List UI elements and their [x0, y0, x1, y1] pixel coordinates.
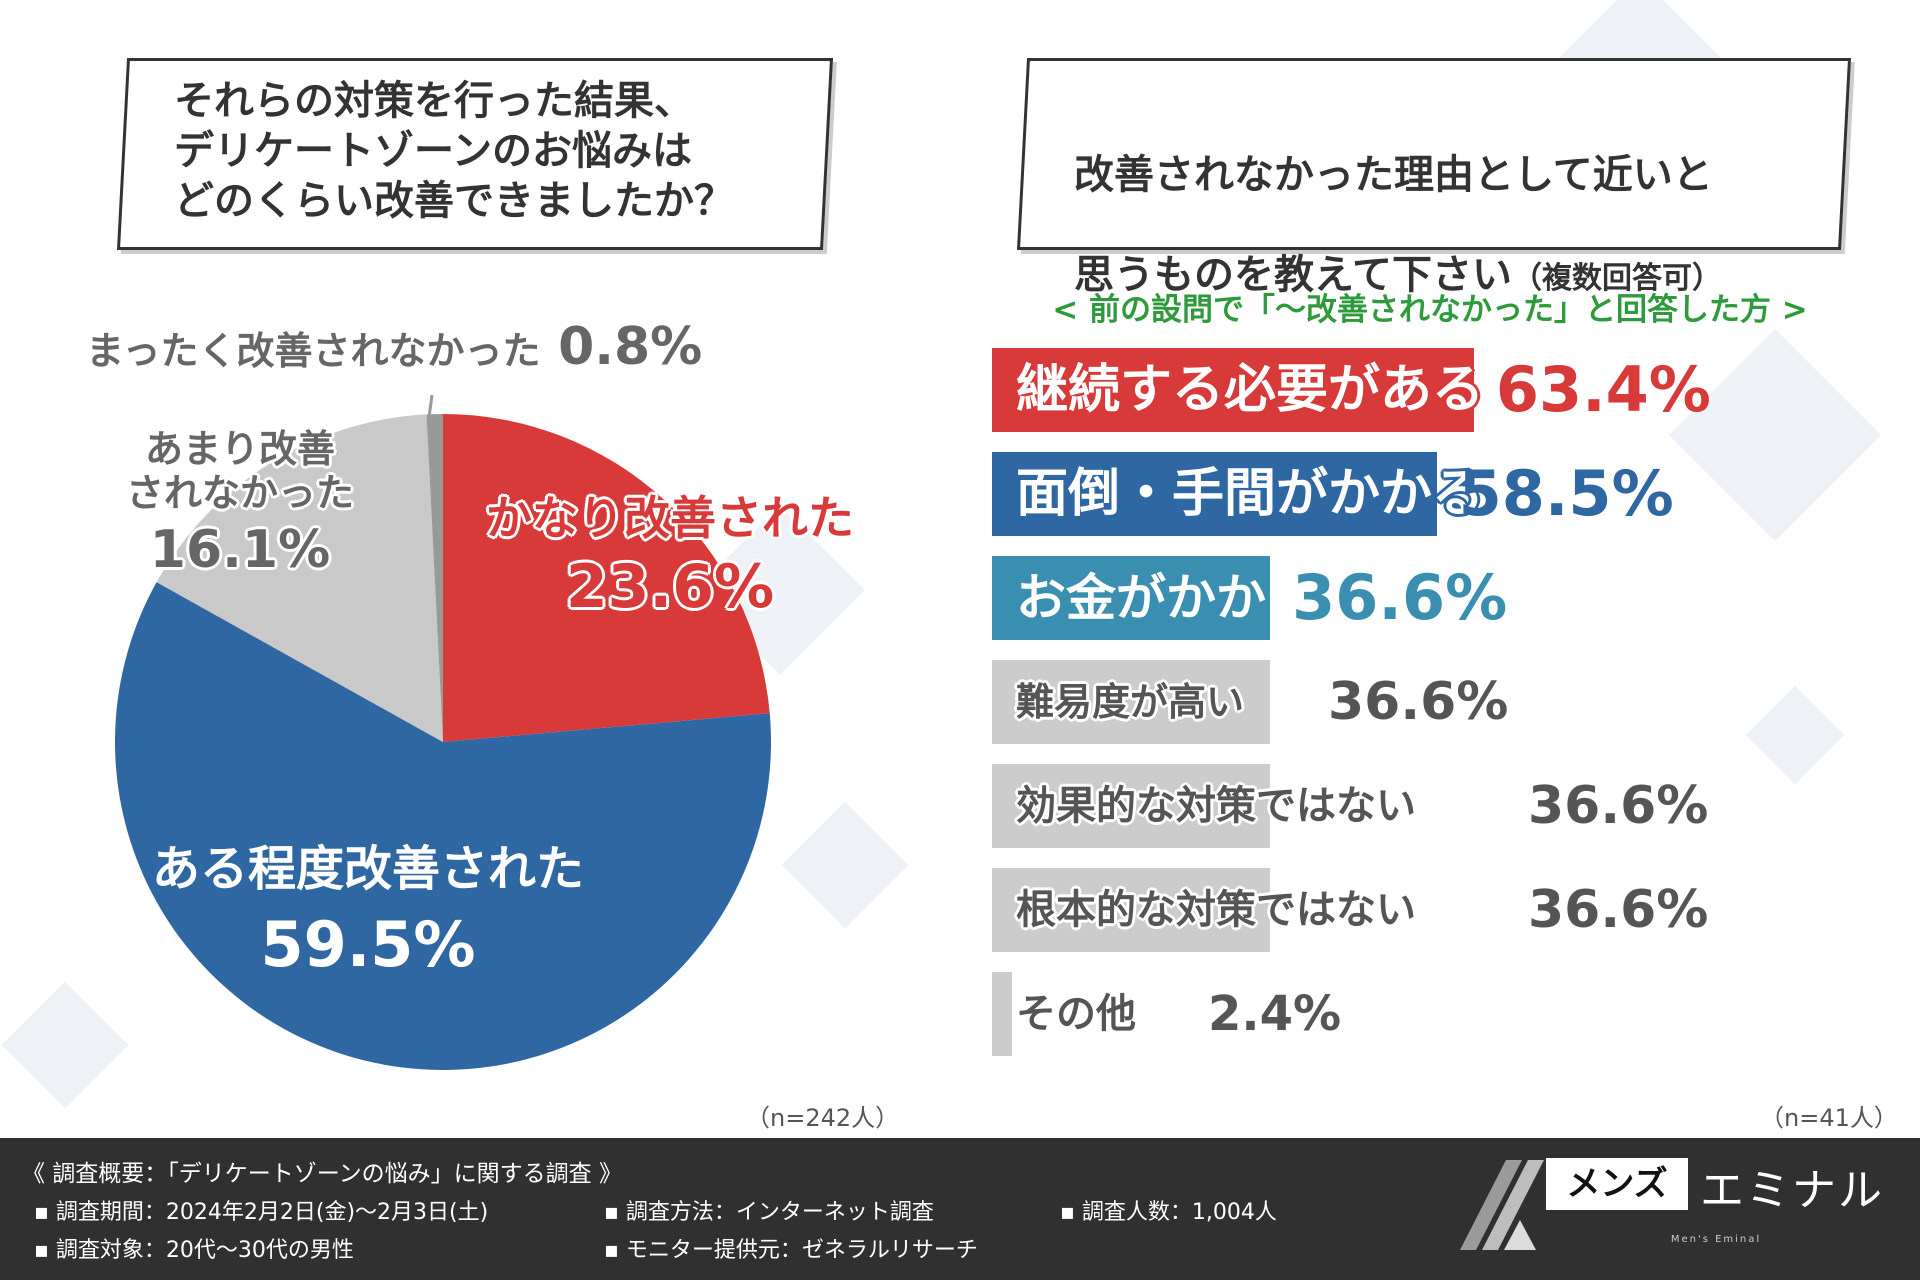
pie-slice-very-much-improved: [443, 414, 770, 742]
bar-chart-subtitle: < 前の設問で「～改善されなかった」と回答した方 >: [1052, 292, 1808, 328]
bar-row: 継続する必要がある 63.4%: [992, 348, 1892, 432]
bar-row: お金がかかる 36.6%: [992, 556, 1892, 640]
bar-value-label: 2.4%: [1208, 986, 1342, 1042]
pie-label-line1: あまり改善: [144, 427, 335, 471]
bar-label: 根本的な対策ではない: [1016, 887, 1416, 933]
bar-row: 面倒・手間がかかる 58.5%: [992, 452, 1892, 536]
bar-label: 効果的な対策ではない: [1016, 783, 1416, 829]
right-question: 改善されなかった理由として近いと 思うものを教えて下さい（複数回答可）: [1074, 100, 1722, 304]
pie-slice-somewhat-improved: [114, 582, 771, 1070]
survey-footer: 《 調査概要：「デリケートゾーンの悩み」に関する調査 》 ▪ 調査期間：2024…: [0, 1138, 1920, 1280]
bar: [992, 972, 1012, 1056]
pie-label-line2: されなかった: [125, 470, 354, 515]
bar-label: その他: [1016, 991, 1136, 1037]
brand-logo-icon: [1460, 1160, 1544, 1250]
right-sample-size: （n=41人）: [1760, 1104, 1898, 1132]
survey-target: ▪ 調査対象：20代～30代の男性: [34, 1238, 354, 1263]
bar: [992, 348, 1474, 432]
bar: [992, 764, 1271, 848]
pie-label-not-at-all-improved: まったく改善されなかった 0.8%: [86, 317, 703, 378]
pie-slice-not-much-improved: [156, 414, 443, 742]
right-question-line2: 思うものを教えて下さい: [1074, 252, 1512, 298]
bar: [992, 452, 1437, 536]
brand-subtitle: Men's Eminal: [1670, 1234, 1762, 1245]
bar-value-label: 36.6%: [1528, 776, 1709, 836]
left-question: それらの対策を行った結果、 デリケートゾーンのお悩みは どのくらい改善できました…: [174, 78, 734, 224]
right-question-note: （複数回答可）: [1512, 261, 1722, 296]
pie-value-text: 0.8%: [558, 317, 703, 377]
survey-provider: ▪ モニター提供元：ゼネラルリサーチ: [604, 1238, 978, 1263]
pie-label-text: まったく改善されなかった: [86, 329, 541, 373]
pie-label-not-much-improved: あまり改善 されなかった 16.1%: [100, 427, 380, 581]
brand-name: エミナル: [1700, 1165, 1884, 1216]
pie-value-text: 59.5%: [260, 908, 476, 982]
pie-label-very-much-improved: かなり改善された 23.6%: [486, 492, 854, 622]
bar: [992, 556, 1271, 640]
bar: [992, 660, 1271, 744]
left-sample-size: （n=242人）: [746, 1104, 900, 1132]
bar-row: その他 2.4%: [992, 972, 1892, 1056]
pie-label-text: ある程度改善された: [152, 841, 585, 897]
bar-value-label: 36.6%: [1528, 880, 1709, 940]
bar-row: 効果的な対策ではない 36.6%: [992, 764, 1892, 848]
survey-count: ▪ 調査人数：1,004人: [1060, 1200, 1277, 1225]
pie-label-text: かなり改善された: [486, 491, 854, 545]
pie-leader-line: [426, 394, 434, 426]
pie-value-text: 23.6%: [565, 551, 775, 622]
brand-box: メンズ: [1546, 1158, 1688, 1210]
pie-value-text: 16.1%: [149, 520, 331, 581]
pie-label-somewhat-improved: ある程度改善された 59.5%: [152, 841, 585, 982]
bar-value-label: 58.5%: [1458, 457, 1674, 530]
bar-row: 難易度が高い 36.6%: [992, 660, 1892, 744]
bar-label: 継続する必要がある: [1016, 360, 1485, 420]
pie-slice-not-at-all-improved: [426, 414, 443, 742]
survey-period: ▪ 調査期間：2024年2月2日(金)～2月3日(土): [34, 1200, 489, 1225]
bar-value-label: 36.6%: [1292, 561, 1508, 634]
bar-label: 面倒・手間がかかる: [1016, 464, 1485, 524]
bar-label: お金がかかる: [1016, 569, 1316, 627]
bar-value-label: 36.6%: [1328, 672, 1509, 732]
survey-title: 《 調査概要：「デリケートゾーンの悩み」に関する調査 》: [22, 1161, 622, 1187]
bar: [992, 868, 1271, 952]
pie-chart: [114, 394, 771, 1070]
bar-label: 難易度が高い: [1016, 680, 1245, 724]
bar-value-label: 63.4%: [1495, 353, 1711, 426]
survey-method: ▪ 調査方法：インターネット調査: [604, 1200, 934, 1225]
right-question-line1: 改善されなかった理由として近いと: [1074, 152, 1713, 198]
bar-row: 根本的な対策ではない 36.6%: [992, 868, 1892, 952]
